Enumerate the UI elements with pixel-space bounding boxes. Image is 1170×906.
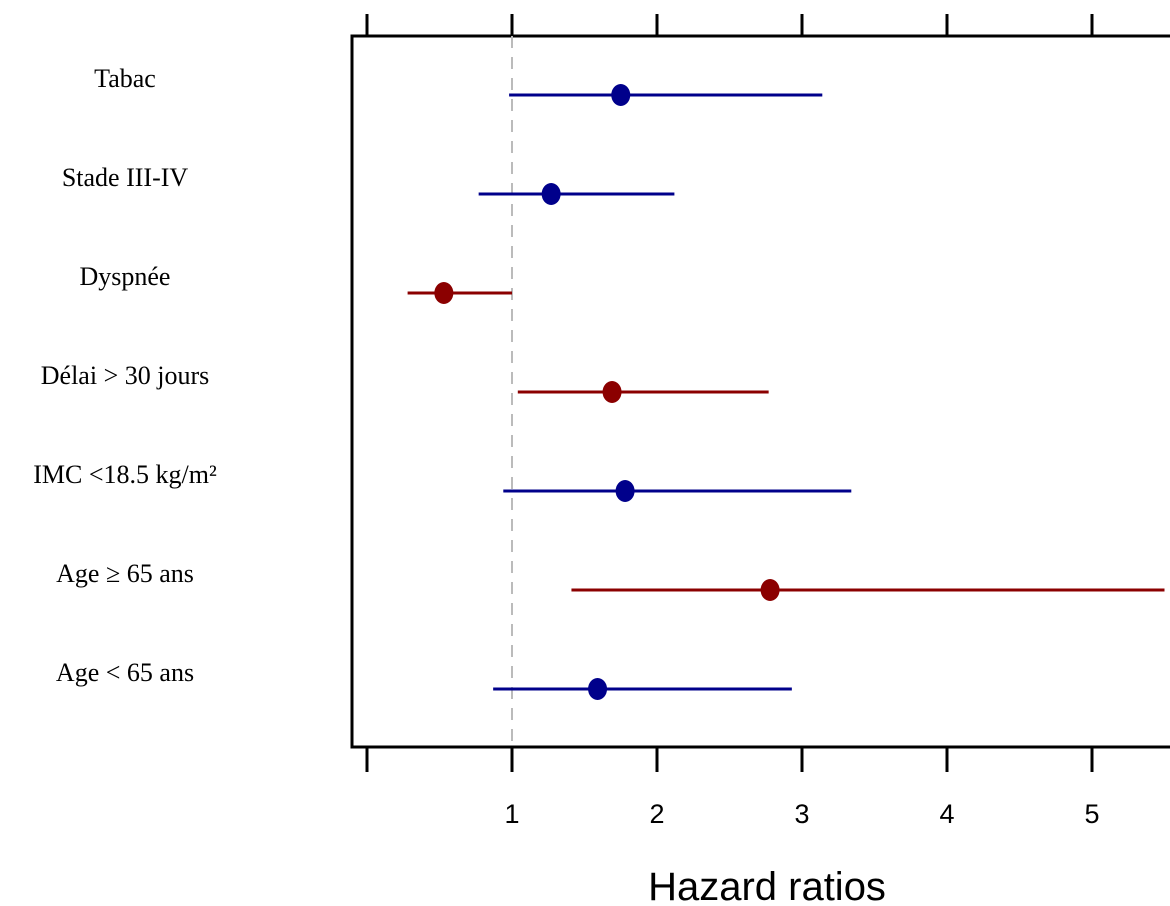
hr-point (760, 579, 780, 601)
category-label: Age < 65 ans (56, 658, 194, 687)
x-tick-label: 5 (1084, 799, 1099, 829)
x-tick-label: 1 (504, 799, 519, 829)
x-axis-title: Hazard ratios (648, 865, 886, 906)
category-label: Stade III-IV (62, 163, 189, 192)
x-tick-label: 3 (794, 799, 809, 829)
category-label: Tabac (94, 64, 156, 93)
forest-rows (407, 84, 1165, 700)
x-tick-label: 4 (939, 799, 954, 829)
plot-frame (350, 34, 1170, 749)
hr-point (588, 678, 608, 700)
hr-point (615, 480, 635, 502)
hr-point (541, 183, 561, 205)
bottom-axis-ticks (365, 747, 1094, 772)
x-tick-labels: 1 2 3 4 5 (504, 799, 1099, 829)
category-label: Dyspnée (80, 262, 171, 291)
x-tick-label: 2 (649, 799, 664, 829)
hr-point (611, 84, 631, 106)
hr-point (602, 381, 622, 403)
category-label: IMC <18.5 kg/m² (33, 460, 217, 489)
top-axis-ticks (365, 14, 1094, 36)
category-label: Délai > 30 jours (41, 361, 209, 390)
category-label: Age ≥ 65 ans (56, 559, 194, 588)
hr-point (434, 282, 454, 304)
category-labels: Tabac Stade III-IV Dyspnée Délai > 30 jours… (33, 64, 217, 687)
